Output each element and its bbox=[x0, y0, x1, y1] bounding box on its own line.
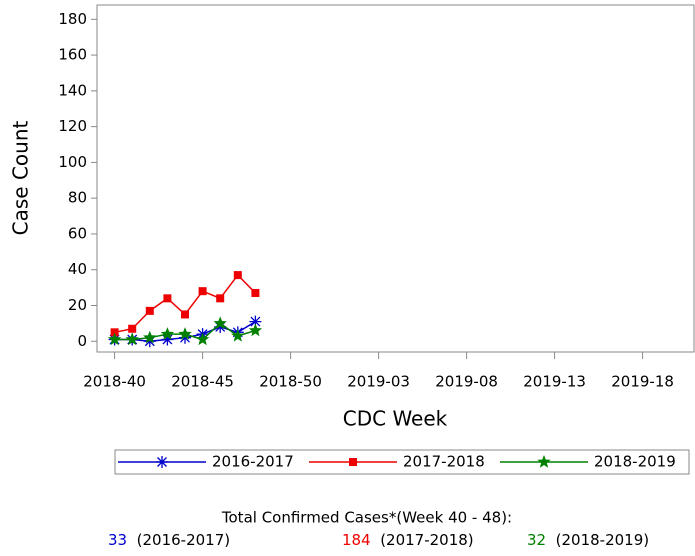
total-value: 32 bbox=[527, 531, 546, 549]
x-tick-label: 2019-18 bbox=[611, 373, 674, 391]
spacer bbox=[371, 531, 381, 549]
marker bbox=[195, 332, 210, 346]
y-tick-label: 180 bbox=[58, 10, 87, 28]
total-value: 33 bbox=[108, 531, 127, 549]
marker bbox=[251, 288, 260, 297]
series-line bbox=[114, 273, 256, 334]
marker bbox=[110, 328, 119, 337]
total-line: 184 (2017-2018) bbox=[342, 531, 474, 549]
y-tick-label: 140 bbox=[58, 81, 87, 99]
legend-label: 2016-2017 bbox=[212, 453, 294, 471]
x-tick-label: 2019-03 bbox=[347, 373, 410, 391]
marker bbox=[178, 327, 192, 340]
marker bbox=[179, 331, 191, 344]
marker bbox=[233, 271, 242, 280]
total-value: 184 bbox=[342, 531, 371, 549]
legend-label: 2017-2018 bbox=[403, 453, 485, 471]
y-tick-label: 160 bbox=[58, 46, 87, 64]
y-tick-label: 0 bbox=[77, 332, 87, 350]
y-tick-label: 80 bbox=[68, 189, 87, 207]
y-tick-label: 100 bbox=[58, 153, 87, 171]
x-tick-label: 2019-08 bbox=[435, 373, 498, 391]
marker bbox=[160, 327, 175, 340]
marker bbox=[145, 306, 154, 315]
marker bbox=[125, 332, 139, 346]
marker bbox=[214, 320, 227, 333]
x-tick-label: 2018-50 bbox=[259, 373, 322, 391]
total-label: (2018-2019) bbox=[556, 531, 649, 549]
marker bbox=[128, 324, 137, 333]
marker bbox=[181, 310, 189, 319]
x-tick-label: 2019-13 bbox=[523, 373, 586, 391]
y-tick-label: 40 bbox=[68, 260, 87, 278]
marker bbox=[156, 456, 168, 468]
marker bbox=[143, 335, 156, 348]
marker bbox=[163, 294, 172, 303]
marker bbox=[349, 458, 357, 466]
total-line: 32 (2018-2019) bbox=[527, 531, 649, 549]
x-tick-label: 2018-40 bbox=[83, 373, 146, 391]
marker bbox=[161, 333, 174, 346]
totals-title: Total Confirmed Cases*(Week 40 - 48): bbox=[221, 509, 512, 527]
plot-frame bbox=[96, 4, 695, 353]
x-axis-title: CDC Week bbox=[343, 407, 448, 431]
legend-label: 2018-2019 bbox=[594, 453, 676, 471]
marker bbox=[248, 323, 263, 337]
marker bbox=[143, 330, 157, 344]
y-tick-label: 60 bbox=[68, 224, 87, 242]
marker bbox=[216, 294, 225, 303]
legend-box bbox=[114, 449, 690, 475]
total-label: (2016-2017) bbox=[137, 531, 230, 549]
spacer bbox=[127, 531, 137, 549]
x-tick-label: 2018-45 bbox=[171, 373, 234, 391]
total-line: 33 (2016-2017) bbox=[108, 531, 230, 549]
marker bbox=[249, 315, 262, 328]
marker bbox=[231, 328, 245, 342]
marker bbox=[107, 332, 122, 346]
spacer bbox=[546, 531, 556, 549]
marker bbox=[537, 455, 551, 468]
total-label: (2017-2018) bbox=[380, 531, 473, 549]
y-axis-title: Case Count bbox=[9, 120, 33, 235]
y-tick-label: 120 bbox=[58, 117, 87, 135]
y-tick-label: 20 bbox=[68, 296, 87, 314]
marker bbox=[198, 287, 207, 296]
marker bbox=[213, 316, 227, 329]
